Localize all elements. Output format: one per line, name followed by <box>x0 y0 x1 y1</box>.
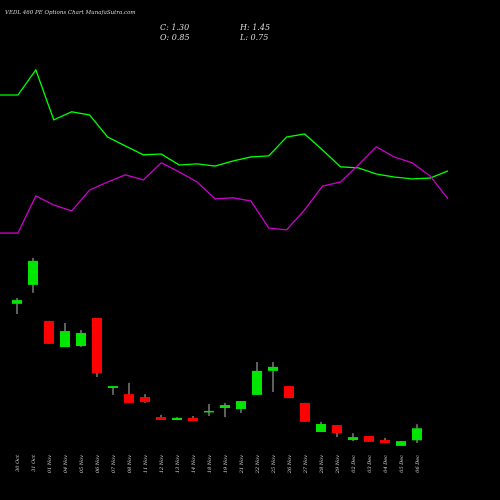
x-tick-label: 22 Nov <box>255 455 261 474</box>
high-label: H: 1.45 <box>239 23 270 32</box>
candle-body <box>412 428 422 441</box>
chart-title: VEDL 460 PE Options Chart MunafaSutra.co… <box>5 10 136 16</box>
candle-body <box>92 317 102 374</box>
candle-body <box>76 332 86 347</box>
x-tick-label: 31 Oct <box>31 454 37 472</box>
open-label: O: 0.85 <box>160 33 190 42</box>
close-label: C: 1.30 <box>160 23 189 32</box>
candle-body <box>204 410 214 413</box>
x-tick-label: 27 Nov <box>303 455 309 474</box>
candle-body <box>380 440 390 443</box>
candle-body <box>172 417 182 421</box>
x-tick-label: 06 Dec <box>415 455 421 473</box>
x-tick-label: 13 Nov <box>175 455 181 473</box>
candle-body <box>300 402 310 422</box>
x-tick-label: 25 Nov <box>271 455 277 474</box>
candle-body <box>28 260 38 285</box>
x-tick-label: 26 Nov <box>287 455 293 474</box>
candle-body <box>332 425 342 434</box>
candle-body <box>220 405 230 408</box>
x-tick-label: 19 Nov <box>223 455 229 473</box>
candle-body <box>60 331 70 348</box>
x-tick-label: 04 Dec <box>383 455 389 473</box>
x-tick-label: 12 Nov <box>159 455 165 473</box>
candle-body <box>188 417 198 422</box>
candle-body <box>140 397 150 403</box>
candle-body <box>44 320 54 344</box>
x-tick-label: 14 Nov <box>191 455 197 473</box>
candle-body <box>316 424 326 433</box>
x-tick-label: 30 Oct <box>15 454 21 472</box>
x-tick-label: 05 Dec <box>399 455 405 473</box>
x-tick-label: 28 Nov <box>319 455 325 474</box>
candle-body <box>156 417 166 421</box>
candle-body <box>284 386 294 399</box>
candle-body <box>396 441 406 446</box>
low-label: L: 0.75 <box>239 33 268 42</box>
x-tick-label: 11 Nov <box>143 455 149 473</box>
indicator-line <box>0 68 449 180</box>
x-tick-label: 18 Nov <box>207 455 213 473</box>
x-tick-label: 07 Nov <box>111 455 117 473</box>
x-tick-label: 08 Nov <box>127 455 133 473</box>
x-tick-label: 02 Dec <box>351 455 357 473</box>
candle-body <box>12 300 22 304</box>
candle-body <box>236 401 246 410</box>
indicator-line <box>0 145 449 234</box>
candle-body <box>108 386 118 388</box>
x-tick-label: 04 Nov <box>63 455 69 473</box>
x-tick-label: 06 Nov <box>95 455 101 473</box>
candle-body <box>268 366 278 371</box>
x-tick-label: 21 Nov <box>239 455 245 474</box>
candle-body <box>252 370 262 395</box>
candle-body <box>348 437 358 441</box>
x-tick-label: 03 Dec <box>367 455 373 473</box>
candle-body <box>364 436 374 442</box>
x-tick-label: 05 Nov <box>79 455 85 473</box>
x-tick-label: 29 Nov <box>335 455 341 474</box>
candle-body <box>124 394 134 403</box>
x-tick-label: 01 Nov <box>47 455 53 473</box>
